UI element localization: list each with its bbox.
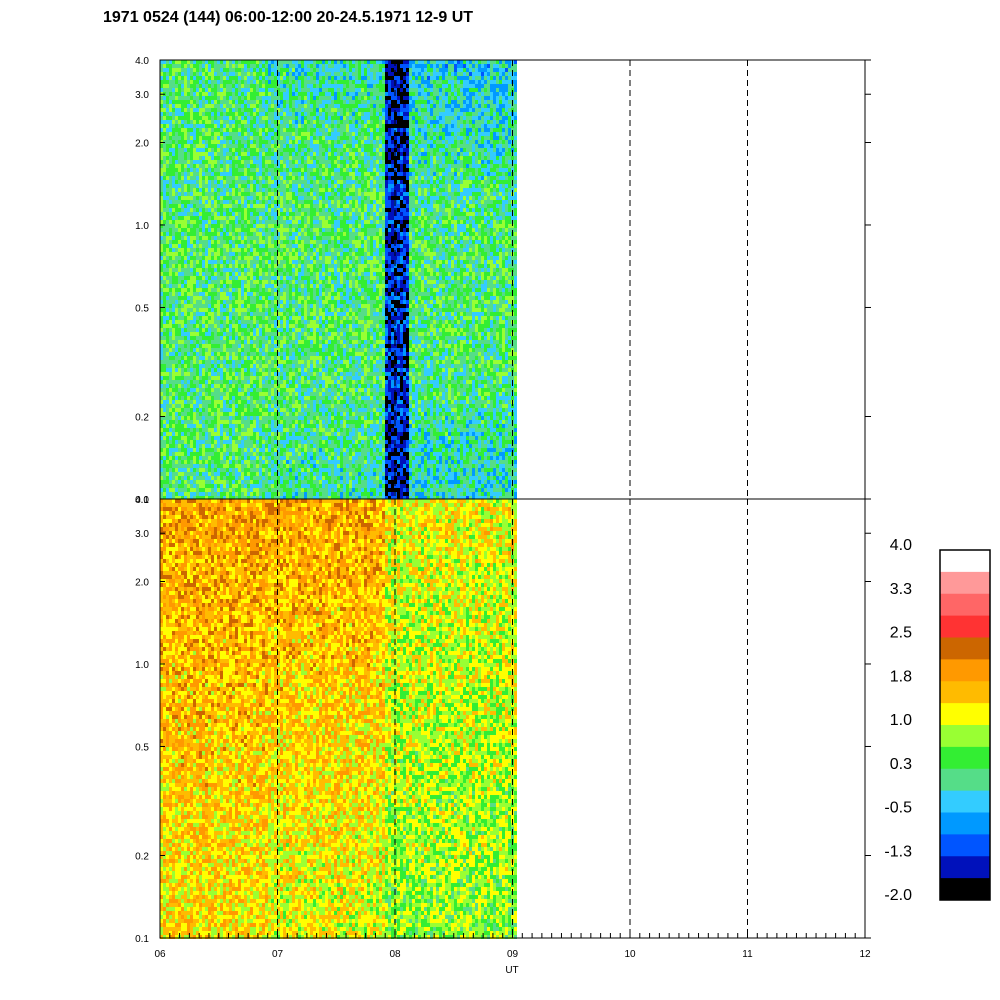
colorbar-label: -1.3 bbox=[884, 843, 912, 860]
colorbar-label: 3.3 bbox=[890, 581, 912, 598]
colorbar-label: -0.5 bbox=[884, 800, 912, 817]
colorbar-label: -2.0 bbox=[884, 887, 912, 904]
x-tick-label: 06 bbox=[154, 949, 166, 960]
colorbar-swatch bbox=[940, 550, 990, 572]
colorbar-label: 2.5 bbox=[890, 625, 912, 642]
colorbar-label: 0.3 bbox=[890, 756, 912, 773]
colorbar-swatch bbox=[940, 813, 990, 835]
colorbar-swatch bbox=[940, 659, 990, 681]
x-tick-label: 11 bbox=[742, 949, 753, 960]
colorbar-swatch bbox=[940, 747, 990, 769]
colorbar-label: 4.0 bbox=[890, 537, 912, 554]
colorbar-swatch bbox=[940, 878, 990, 900]
heatmap-image bbox=[160, 60, 517, 500]
colorbar-swatch bbox=[940, 638, 990, 660]
x-tick-label: 12 bbox=[859, 949, 871, 960]
panels: 0.10.20.51.02.03.04.00.10.20.51.02.03.04… bbox=[135, 56, 871, 945]
y-tick-label: 4.0 bbox=[135, 56, 149, 67]
colorbar-label: 1.8 bbox=[890, 668, 912, 685]
panel-1: 0.10.20.51.02.03.04.0 bbox=[135, 56, 871, 506]
colorbar-swatch bbox=[940, 703, 990, 725]
colorbar-swatch bbox=[940, 856, 990, 878]
y-tick-label: 2.0 bbox=[135, 138, 149, 149]
chart-title: 1971 0524 (144) 06:00-12:00 20-24.5.1971… bbox=[103, 9, 473, 26]
colorbar-swatch bbox=[940, 725, 990, 747]
x-tick-label: 09 bbox=[507, 949, 519, 960]
y-tick-label: 0.5 bbox=[135, 742, 149, 753]
colorbar-swatch bbox=[940, 594, 990, 616]
y-tick-label: 3.0 bbox=[135, 529, 149, 540]
colorbar-swatch bbox=[940, 572, 990, 594]
y-tick-label: 4.0 bbox=[135, 495, 149, 506]
x-tick-label: 08 bbox=[389, 949, 401, 960]
y-tick-label: 1.0 bbox=[135, 660, 149, 671]
x-tick-label: 10 bbox=[624, 949, 636, 960]
colorbar-swatch bbox=[940, 769, 990, 791]
colorbar-label: 1.0 bbox=[890, 712, 912, 729]
colorbar-swatch bbox=[940, 681, 990, 703]
y-tick-label: 0.2 bbox=[135, 413, 149, 424]
y-tick-label: 1.0 bbox=[135, 221, 149, 232]
colorbar-swatch bbox=[940, 834, 990, 856]
y-tick-label: 0.1 bbox=[135, 934, 149, 945]
heatmap-image bbox=[160, 499, 517, 939]
colorbar-swatch bbox=[940, 791, 990, 813]
colorbar-swatch bbox=[940, 616, 990, 638]
y-tick-label: 3.0 bbox=[135, 90, 149, 101]
y-tick-label: 0.2 bbox=[135, 852, 149, 863]
x-tick-label: 07 bbox=[272, 949, 284, 960]
x-axis-label: UT bbox=[505, 965, 518, 976]
panel-2: 0.1 0.2 0.5 1.0 2.0 3.0 4.0 bbox=[135, 495, 871, 945]
colorbar: 4.0 3.3 2.5 1.8 1.0 0.3 -0.5 -1.3 -2.0 bbox=[884, 537, 990, 904]
y-tick-label: 2.0 bbox=[135, 577, 149, 588]
y-tick-label: 0.5 bbox=[135, 303, 149, 314]
